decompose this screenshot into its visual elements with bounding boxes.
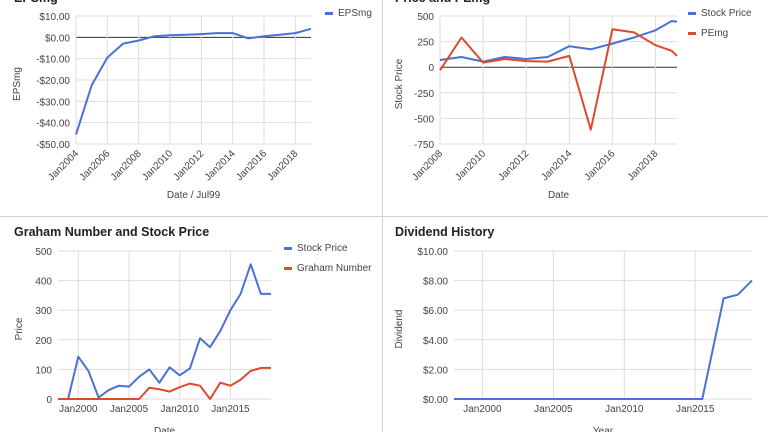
legend-swatch bbox=[284, 247, 292, 250]
y-tick-label: $10.00 bbox=[417, 247, 448, 258]
y-tick-label: $2.00 bbox=[423, 365, 448, 376]
x-tick-label: Jan2010 bbox=[161, 404, 200, 415]
y-axis-label: Stock Price bbox=[394, 58, 405, 109]
y-tick-label: 300 bbox=[35, 306, 52, 317]
legend-swatch bbox=[325, 12, 333, 15]
legend-label: Graham Number bbox=[297, 263, 372, 274]
y-tick-label: -$30.00 bbox=[36, 97, 70, 108]
y-tick-label: $8.00 bbox=[423, 277, 448, 288]
y-tick-label: $10.00 bbox=[39, 12, 70, 23]
y-axis-label: EPSmg bbox=[12, 67, 23, 101]
x-tick-label: Jan2010 bbox=[140, 148, 175, 183]
x-tick-label: Jan2016 bbox=[583, 148, 618, 183]
y-tick-label: 500 bbox=[417, 12, 434, 23]
x-tick-label: Jan2016 bbox=[234, 148, 269, 183]
chart-dividend: Dividend History $0.00 $2.00 $4.00 $6.00 $8.0… bbox=[394, 225, 753, 432]
panel-divider-horizontal bbox=[0, 216, 768, 217]
y-tick-label: $0.00 bbox=[423, 395, 448, 406]
series-line-dividend bbox=[454, 279, 753, 400]
chart-price_pe: Price and PEmg -750 -500 -250 0 250 500 Jan2008… bbox=[394, 0, 752, 201]
y-tick-label: 200 bbox=[35, 336, 52, 347]
x-tick-label: Jan2008 bbox=[109, 148, 144, 183]
y-tick-label: -$20.00 bbox=[36, 76, 70, 87]
legend-label: PEmg bbox=[701, 28, 728, 39]
chart-title: EPSmg bbox=[14, 0, 58, 5]
x-axis-label: Date bbox=[154, 426, 176, 432]
y-tick-label: 100 bbox=[35, 365, 52, 376]
x-axis-label: Date / Jul99 bbox=[167, 190, 221, 201]
y-tick-label: -$10.00 bbox=[36, 55, 70, 66]
y-axis-label: Dividend bbox=[394, 310, 405, 349]
x-tick-label: Jan2012 bbox=[496, 148, 531, 183]
x-tick-label: Jan2004 bbox=[46, 148, 81, 183]
x-axis-label: Date bbox=[548, 190, 570, 201]
x-tick-label: Jan2005 bbox=[534, 404, 573, 415]
x-tick-label: Jan2008 bbox=[410, 148, 445, 183]
y-tick-label: 250 bbox=[417, 38, 434, 49]
x-tick-label: Jan2015 bbox=[211, 404, 250, 415]
y-tick-label: 400 bbox=[35, 277, 52, 288]
legend-label: EPSmg bbox=[338, 8, 372, 19]
x-tick-label: Jan2018 bbox=[266, 148, 301, 183]
legend-swatch bbox=[284, 267, 292, 270]
series-line-epsmg bbox=[75, 27, 312, 135]
y-tick-label: -250 bbox=[414, 89, 434, 100]
legend-label: Stock Price bbox=[701, 8, 752, 19]
x-tick-label: Jan2014 bbox=[539, 148, 574, 183]
chart-title: Graham Number and Stock Price bbox=[14, 225, 209, 239]
x-tick-label: Jan2000 bbox=[59, 404, 98, 415]
x-tick-label: Jan2012 bbox=[172, 148, 207, 183]
y-tick-label: -$40.00 bbox=[36, 119, 70, 130]
x-axis-label: Year bbox=[593, 426, 614, 432]
y-tick-label: -$50.00 bbox=[36, 140, 70, 151]
legend-swatch bbox=[688, 32, 696, 35]
x-tick-label: Jan2014 bbox=[203, 148, 238, 183]
y-tick-label: 500 bbox=[35, 247, 52, 258]
y-tick-label: $0.00 bbox=[45, 33, 70, 44]
y-axis-label: Price bbox=[14, 317, 25, 340]
x-tick-label: Jan2005 bbox=[110, 404, 149, 415]
chart-title: Dividend History bbox=[395, 225, 494, 239]
x-tick-label: Jan2018 bbox=[626, 148, 661, 183]
x-tick-label: Jan2010 bbox=[605, 404, 644, 415]
y-tick-label: -500 bbox=[414, 114, 434, 125]
series-line-stock-price bbox=[58, 263, 271, 400]
x-tick-label: Jan2000 bbox=[463, 404, 502, 415]
series-line-graham-number bbox=[58, 366, 271, 400]
chart-graham: Graham Number and Stock Price 0 100 200 300 4… bbox=[14, 225, 372, 432]
y-tick-label: -750 bbox=[414, 140, 434, 151]
x-tick-label: Jan2006 bbox=[78, 148, 113, 183]
y-tick-label: $6.00 bbox=[423, 306, 448, 317]
y-tick-label: 0 bbox=[46, 395, 52, 406]
legend-swatch bbox=[688, 12, 696, 15]
series-line-pemg bbox=[439, 28, 678, 131]
chart-title: Price and PEmg bbox=[395, 0, 490, 5]
legend-label: Stock Price bbox=[297, 243, 348, 254]
y-tick-label: $4.00 bbox=[423, 336, 448, 347]
x-tick-label: Jan2015 bbox=[676, 404, 715, 415]
chart-eps: EPSmg -$50.00 -$40.00 -$30.00 -$20.00 -$10.00… bbox=[12, 0, 372, 201]
x-tick-label: Jan2010 bbox=[453, 148, 488, 183]
y-tick-label: 0 bbox=[428, 63, 434, 74]
